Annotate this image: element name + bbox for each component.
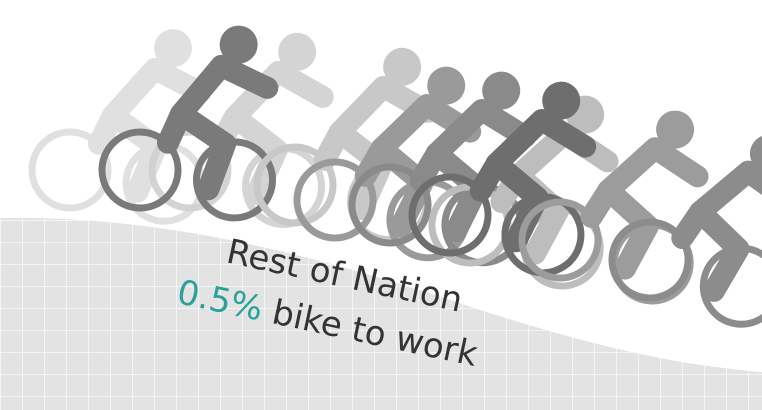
page: Rest of Nation 0.5% bike to work (() => … xyxy=(0,0,762,410)
infographic: Rest of Nation 0.5% bike to work xyxy=(0,0,762,410)
